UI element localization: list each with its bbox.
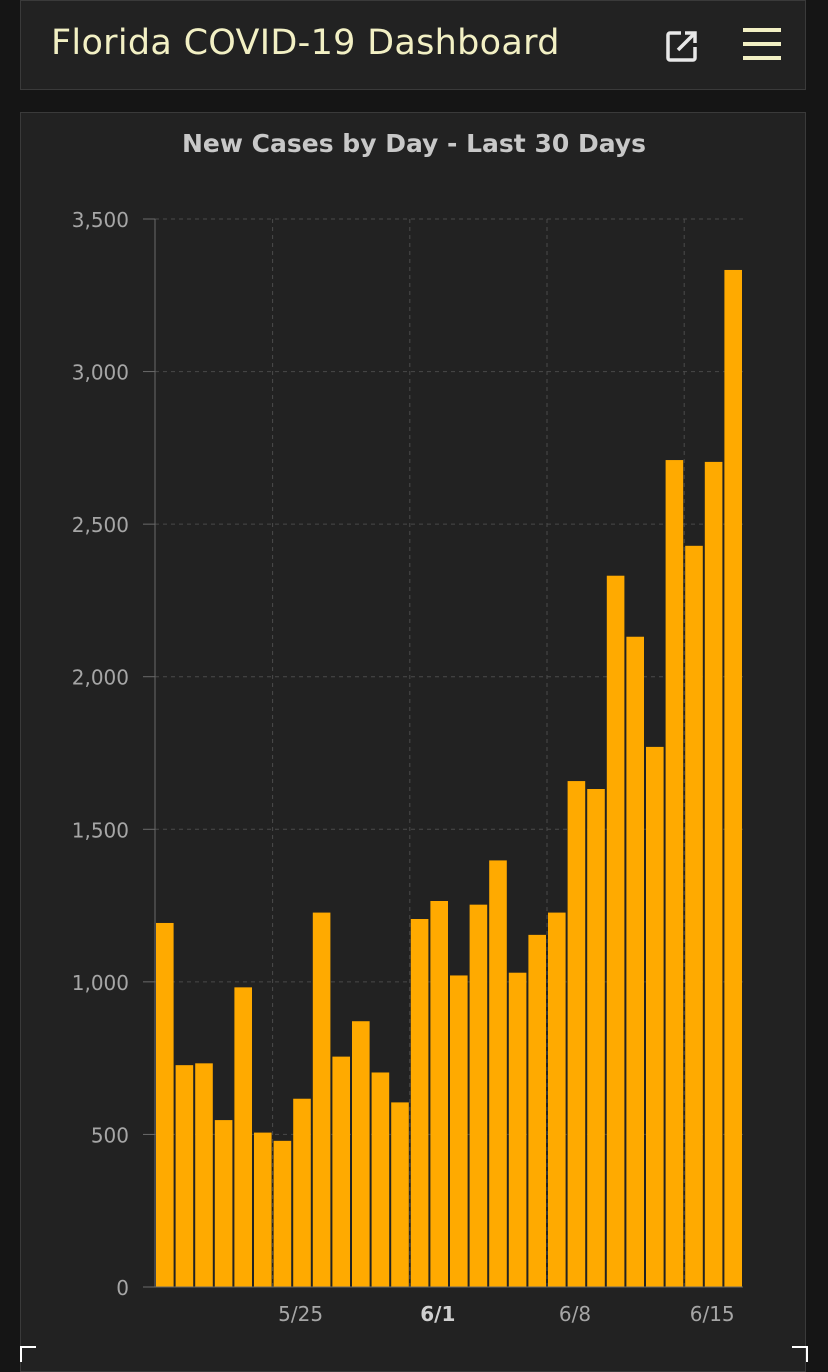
y-tick-label: 2,500 [72,513,129,537]
bar-5/30 [371,1072,390,1287]
bar-5/24 [254,1132,272,1287]
bar-6/5 [489,860,507,1287]
x-tick-label: 6/8 [559,1302,591,1326]
x-tick-label: 6/1 [420,1302,455,1326]
bar-6/15 [685,545,703,1287]
chart-title: New Cases by Day - Last 30 Days [181,129,646,158]
y-tick-label: 1,500 [72,818,129,842]
bar-6/2 [430,900,448,1287]
y-tick-label: 3,000 [72,361,129,385]
dashboard-header: Florida COVID-19 Dashboard [20,0,806,90]
bar-6/6 [508,972,527,1287]
bar-6/7 [528,934,546,1287]
bar-5/19 [156,922,174,1287]
bar-5/20 [175,1065,194,1287]
bar-5/27 [312,912,331,1287]
selection-corner-right [792,1346,808,1362]
bar-5/26 [293,1098,311,1287]
bar-6/16 [704,461,723,1288]
hamburger-menu-icon[interactable] [743,27,781,61]
x-tick-label: 5/25 [278,1302,323,1326]
y-tick-label: 2,000 [72,666,129,690]
bar-5/23 [234,987,252,1287]
bar-5/28 [332,1056,350,1287]
bar-6/13 [646,746,664,1287]
bar-6/12 [626,636,644,1287]
bar-6/14 [665,460,684,1287]
bar-6/10 [587,789,605,1287]
bar-6/3 [450,975,468,1287]
bar-5/22 [214,1120,233,1287]
bar-6/9 [567,781,586,1287]
bar-6/8 [548,912,566,1287]
bar-5/25 [273,1140,292,1287]
selection-corner-left [20,1346,36,1362]
bar-6/1 [410,918,429,1287]
dashboard-title: Florida COVID-19 Dashboard [51,23,560,63]
bar-5/21 [195,1063,213,1287]
y-tick-label: 1,000 [72,971,129,995]
new-cases-bar-chart: 0 500 1,000 1,500 2,000 2,500 3,000 3,500 5/25 6/… [72,208,743,1326]
bar-5/31 [391,1102,409,1287]
y-tick-label: 3,500 [72,208,129,232]
open-external-icon[interactable] [665,29,699,63]
y-tick-label: 0 [116,1276,129,1300]
bar-6/11 [606,575,625,1287]
bar-6/4 [469,904,488,1287]
y-tick-label: 500 [91,1123,129,1147]
bar-5/29 [352,1021,370,1287]
chart-panel: New Cases by Day - Last 30 Days 0 500 1,00… [20,112,806,1372]
bar-6/17 [724,269,742,1287]
x-tick-label: 6/15 [690,1302,735,1326]
